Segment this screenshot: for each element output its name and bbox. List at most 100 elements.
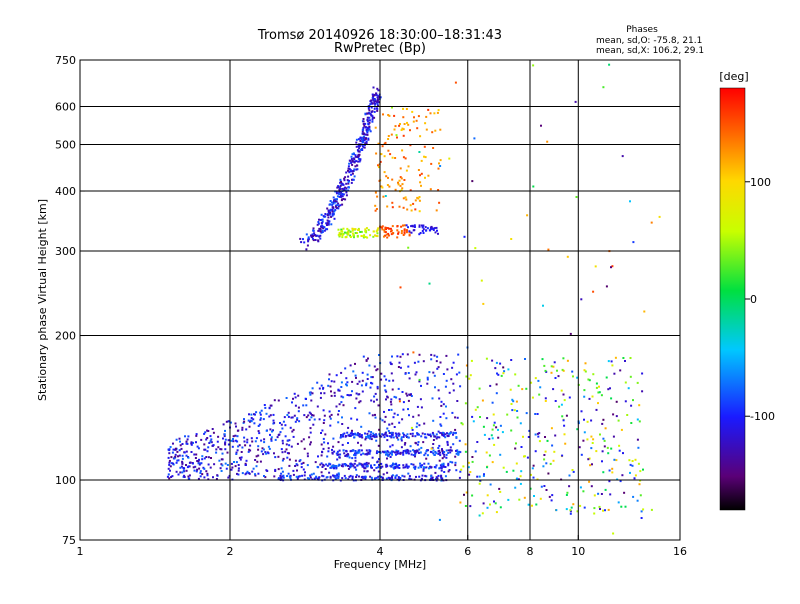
echo-point (366, 236, 369, 239)
echo-point (321, 466, 324, 468)
echo-point (168, 452, 171, 455)
echo-point (315, 234, 318, 237)
echo-point (479, 479, 482, 482)
echo-point (172, 462, 174, 465)
echo-point (402, 450, 405, 452)
echo-point (391, 444, 394, 447)
echo-point (586, 420, 589, 423)
echo-point (480, 279, 483, 282)
echo-point (354, 454, 357, 457)
echo-point (268, 407, 271, 410)
echo-point (440, 432, 443, 435)
echo-point (572, 375, 574, 378)
echo-point (338, 389, 341, 392)
echo-point (449, 460, 452, 463)
echo-point (613, 458, 616, 461)
echo-point (208, 442, 211, 444)
echo-point (300, 241, 303, 244)
echo-point (452, 389, 455, 392)
echo-point (330, 223, 333, 226)
echo-point (192, 441, 194, 444)
echo-point (337, 421, 340, 424)
echo-point (432, 439, 435, 441)
echo-point (544, 397, 547, 400)
echo-point (640, 517, 643, 519)
echo-point (342, 396, 345, 399)
echo-point (346, 381, 349, 384)
echo-point (602, 418, 605, 421)
echo-point (366, 133, 369, 136)
echo-point (615, 400, 618, 403)
echo-point (362, 355, 365, 358)
echo-point (247, 450, 250, 453)
echo-point (380, 226, 383, 229)
echo-point (395, 396, 398, 399)
echo-point (368, 412, 371, 415)
echo-point (289, 426, 292, 429)
echo-point (405, 198, 408, 201)
echo-point (332, 206, 335, 209)
colorbar (719, 87, 746, 511)
echo-point (319, 230, 322, 233)
echo-point (314, 461, 317, 464)
echo-point (397, 434, 400, 437)
echo-point (226, 464, 229, 466)
echo-point (397, 438, 400, 441)
echo-point (377, 142, 380, 145)
echo-point (372, 86, 375, 89)
echo-point (375, 452, 378, 455)
echo-point (398, 179, 401, 182)
echo-point (454, 461, 457, 464)
echo-point (198, 467, 201, 470)
echo-point (350, 158, 353, 160)
echo-point (624, 360, 626, 362)
echo-point (491, 437, 494, 440)
echo-point (246, 441, 249, 444)
echo-point (376, 229, 379, 232)
echo-point (543, 364, 546, 367)
echo-point (338, 191, 341, 194)
echo-point (478, 482, 481, 485)
echo-point (411, 428, 414, 431)
y-tick-label: 100 (55, 474, 76, 487)
echo-point (658, 215, 661, 218)
echo-point (343, 432, 346, 435)
echo-point (337, 453, 340, 456)
echo-point (319, 227, 322, 230)
echo-point (353, 175, 356, 178)
echo-point (374, 416, 377, 419)
echo-point (320, 222, 323, 225)
echo-point (361, 390, 364, 393)
echo-point (440, 475, 443, 478)
echo-point (422, 468, 425, 471)
echo-point (600, 493, 603, 495)
echo-point (386, 236, 389, 239)
echo-point (401, 149, 404, 152)
echo-point (463, 493, 465, 496)
echo-point (286, 452, 289, 455)
echo-point (377, 164, 379, 167)
echo-point (320, 231, 323, 234)
echo-point (425, 457, 428, 460)
echo-point (443, 471, 446, 473)
echo-point (479, 416, 481, 418)
echo-point (323, 226, 326, 229)
echo-point (435, 209, 438, 212)
echo-point (360, 444, 363, 447)
echo-point (467, 461, 470, 464)
echo-point (532, 464, 535, 467)
echo-point (494, 367, 497, 370)
echo-point (414, 208, 417, 211)
echo-point (341, 182, 344, 185)
echo-point (441, 448, 443, 451)
echo-point (418, 199, 421, 202)
echo-point (391, 156, 394, 159)
echo-point (402, 466, 405, 469)
echo-point (209, 466, 212, 469)
echo-point (371, 376, 374, 379)
echo-point (367, 137, 370, 140)
echo-point (203, 467, 206, 470)
echo-point (329, 385, 332, 388)
echo-point (412, 202, 415, 205)
echo-point (442, 412, 445, 415)
